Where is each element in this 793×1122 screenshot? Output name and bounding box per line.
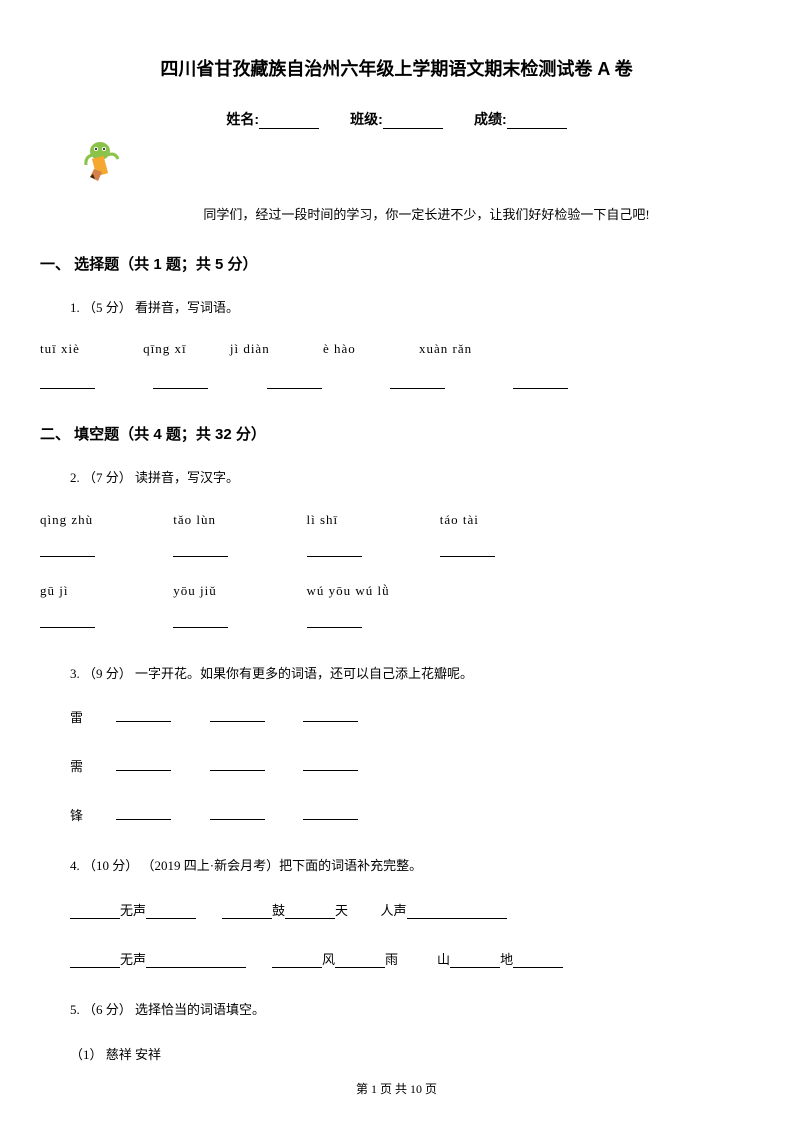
fill-blank[interactable] <box>457 905 507 919</box>
pencil-mascot-icon <box>80 137 128 189</box>
char-label: 需 <box>70 756 100 775</box>
answer-blank[interactable] <box>210 708 265 722</box>
answer-blank[interactable] <box>303 806 358 820</box>
q1-text: 1. （5 分） 看拼音，写词语。 <box>70 300 239 315</box>
pinyin-item: wú yōu wú lǜ <box>307 583 390 599</box>
intro-text: 同学们，经过一段时间的学习，你一定长进不少，让我们好好检验一下自己吧! <box>70 204 723 223</box>
pinyin-item: xuàn rǎn <box>419 341 472 357</box>
class-blank[interactable] <box>383 113 443 129</box>
question-3: 3. （9 分） 一字开花。如果你有更多的词语，还可以自己添上花瓣呢。 <box>70 662 723 685</box>
q2-blanks-row2 <box>40 614 723 632</box>
pinyin-item: lì shī <box>307 512 437 528</box>
q5-sub1-text: （1） 慈祥 安祥 <box>70 1047 161 1062</box>
pinyin-item: qīng xī <box>143 341 186 357</box>
pinyin-item: tuī xiè <box>40 341 80 357</box>
fill-blank[interactable] <box>285 905 335 919</box>
q3-row-3: 锋 <box>70 805 723 824</box>
fill-blank[interactable] <box>335 954 385 968</box>
mascot-row <box>80 137 723 189</box>
q5-sub1: （1） 慈祥 安祥 <box>70 1043 723 1066</box>
answer-blank[interactable] <box>116 708 171 722</box>
fill-blank[interactable] <box>407 905 457 919</box>
q2-pinyin-row2: gū jì yōu jiǔ wú yōu wú lǜ <box>40 583 723 599</box>
word-part: 雨 <box>385 952 398 967</box>
section2-heading: 二、 填空题（共 4 题；共 32 分） <box>40 423 723 444</box>
answer-blank[interactable] <box>173 543 228 557</box>
q1-answer-blanks <box>40 375 723 393</box>
fill-blank[interactable] <box>222 905 272 919</box>
answer-blank[interactable] <box>303 708 358 722</box>
question-5: 5. （6 分） 选择恰当的词语填空。 <box>70 998 723 1021</box>
pinyin-item: è hào <box>323 341 356 357</box>
q5-text: 5. （6 分） 选择恰当的词语填空。 <box>70 1002 265 1017</box>
q3-row-1: 雷 <box>70 707 723 726</box>
answer-blank[interactable] <box>116 806 171 820</box>
answer-blank[interactable] <box>210 757 265 771</box>
q2-blanks-row1 <box>40 543 723 561</box>
exam-title: 四川省甘孜藏族自治州六年级上学期语文期末检测试卷 A 卷 <box>70 55 723 81</box>
fill-blank[interactable] <box>513 954 563 968</box>
word-part: 人声 <box>381 903 407 918</box>
answer-blank[interactable] <box>40 375 95 389</box>
page-number: 第 1 页 共 10 页 <box>356 1082 437 1096</box>
fill-blank[interactable] <box>196 954 246 968</box>
pinyin-item: yōu jiǔ <box>173 583 303 599</box>
answer-blank[interactable] <box>173 614 228 628</box>
fill-blank[interactable] <box>450 954 500 968</box>
answer-blank[interactable] <box>40 543 95 557</box>
word-part: 风 <box>322 952 335 967</box>
question-4: 4. （10 分） （2019 四上·新会月考）把下面的词语补充完整。 <box>70 854 723 877</box>
word-part: 天 <box>335 903 348 918</box>
answer-blank[interactable] <box>307 543 362 557</box>
q2-pinyin-row1: qìng zhù tǎo lùn lì shī táo tài <box>40 512 723 528</box>
score-label: 成绩: <box>474 111 507 127</box>
pinyin-item: jì diàn <box>230 341 270 357</box>
question-1: 1. （5 分） 看拼音，写词语。 <box>70 296 723 319</box>
fill-blank[interactable] <box>146 905 196 919</box>
q3-row-2: 需 <box>70 756 723 775</box>
word-part: 山 <box>437 952 450 967</box>
pinyin-item: tǎo lùn <box>173 512 303 528</box>
score-blank[interactable] <box>507 113 567 129</box>
section1-heading: 一、 选择题（共 1 题；共 5 分） <box>40 253 723 274</box>
fill-blank[interactable] <box>272 954 322 968</box>
pinyin-item: qìng zhù <box>40 512 170 528</box>
answer-blank[interactable] <box>390 375 445 389</box>
answer-blank[interactable] <box>210 806 265 820</box>
word-part: 地 <box>500 952 513 967</box>
answer-blank[interactable] <box>303 757 358 771</box>
question-2: 2. （7 分） 读拼音，写汉字。 <box>70 466 723 489</box>
pinyin-item: gū jì <box>40 583 170 599</box>
q4-row-1: 无声 鼓 天 人声 <box>70 900 723 919</box>
word-part: 无声 <box>120 903 146 918</box>
q1-pinyin-row: tuī xiè qīng xī jì diàn è hào xuàn rǎn <box>40 341 723 357</box>
class-label: 班级: <box>350 111 383 127</box>
student-info-line: 姓名: 班级: 成绩: <box>70 109 723 129</box>
answer-blank[interactable] <box>40 614 95 628</box>
answer-blank[interactable] <box>267 375 322 389</box>
answer-blank[interactable] <box>440 543 495 557</box>
q4-text: 4. （10 分） （2019 四上·新会月考）把下面的词语补充完整。 <box>70 858 422 873</box>
word-part: 鼓 <box>272 903 285 918</box>
name-label: 姓名: <box>226 111 259 127</box>
answer-blank[interactable] <box>153 375 208 389</box>
page-footer: 第 1 页 共 10 页 <box>0 1080 793 1097</box>
answer-blank[interactable] <box>307 614 362 628</box>
fill-blank[interactable] <box>70 905 120 919</box>
answer-blank[interactable] <box>513 375 568 389</box>
name-blank[interactable] <box>259 113 319 129</box>
q2-text: 2. （7 分） 读拼音，写汉字。 <box>70 470 239 485</box>
q3-text: 3. （9 分） 一字开花。如果你有更多的词语，还可以自己添上花瓣呢。 <box>70 666 473 681</box>
fill-blank[interactable] <box>70 954 120 968</box>
word-part: 无声 <box>120 952 146 967</box>
fill-blank[interactable] <box>146 954 196 968</box>
pinyin-item: táo tài <box>440 512 479 528</box>
q4-row-2: 无声 风 雨 山 地 <box>70 949 723 968</box>
char-label: 雷 <box>70 707 100 726</box>
char-label: 锋 <box>70 805 100 824</box>
answer-blank[interactable] <box>116 757 171 771</box>
